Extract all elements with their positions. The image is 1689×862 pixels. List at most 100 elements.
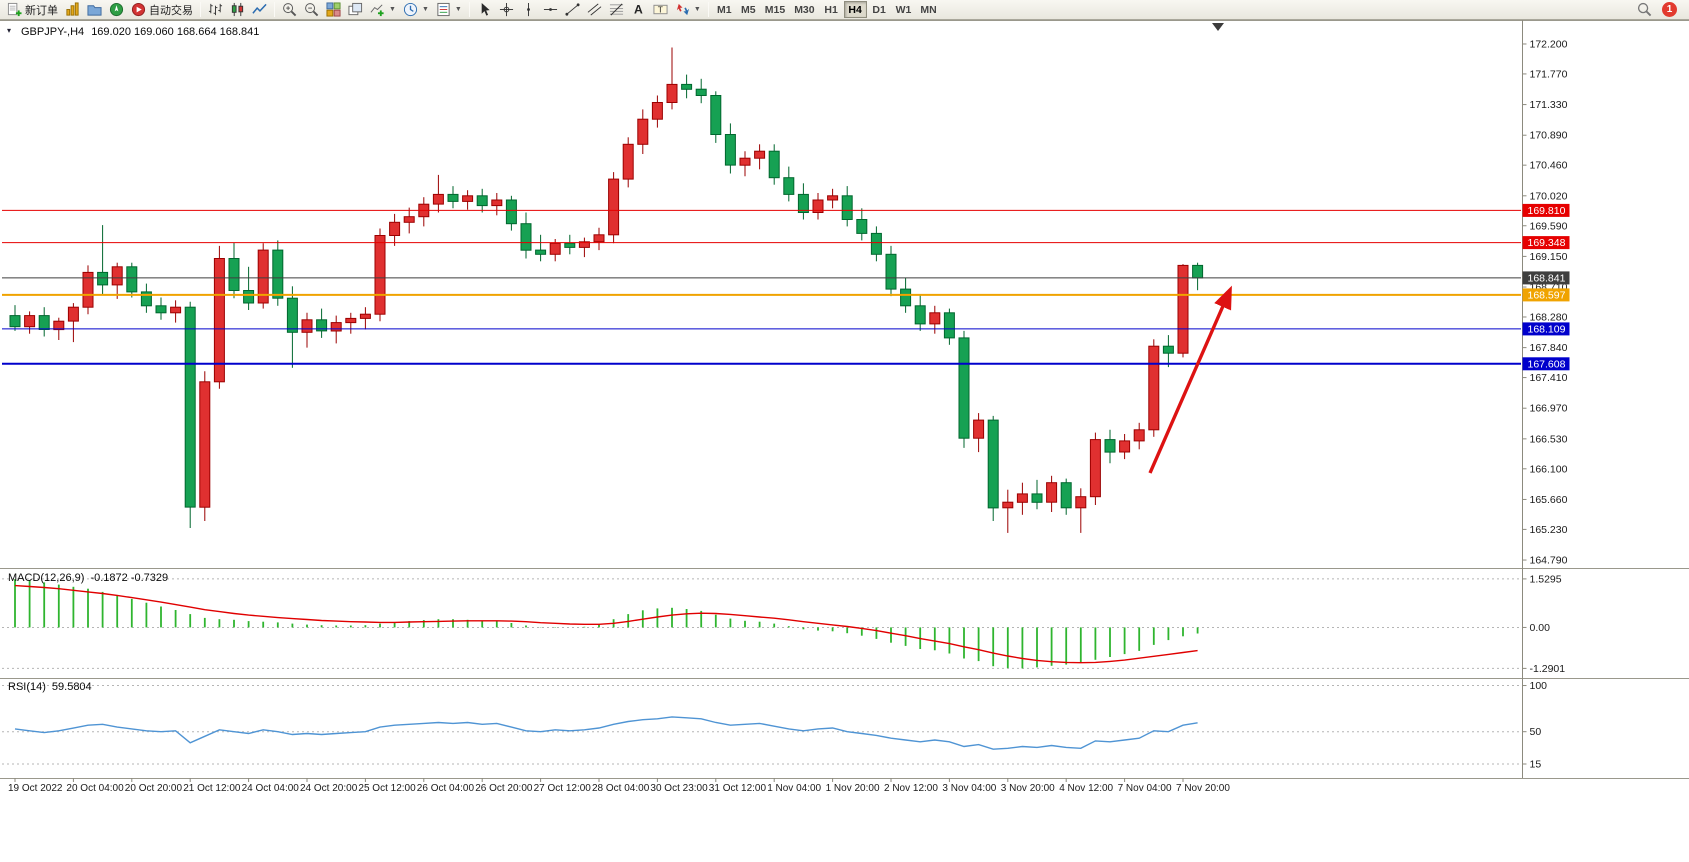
notification-badge[interactable]: 1 <box>1662 2 1677 17</box>
add-chart-icon <box>370 4 384 17</box>
crosshair-button[interactable] <box>496 1 517 19</box>
timeframe-mn-button[interactable]: MN <box>916 1 940 18</box>
price-tick-label: 168.280 <box>1530 311 1568 323</box>
candle-body <box>681 83 693 90</box>
text-label-button[interactable]: T <box>650 1 671 19</box>
zoom-in-button[interactable] <box>279 1 300 19</box>
new-order-button[interactable]: 新订单 <box>4 1 61 19</box>
horizontal-line-icon <box>543 8 557 11</box>
trendline-button[interactable] <box>562 1 583 19</box>
dropdown-caret-icon: ▼ <box>421 6 429 13</box>
price-tick-label: 171.330 <box>1530 99 1568 111</box>
candle-body <box>24 315 36 328</box>
symbol-info: GBPJPY-,H4 169.020 169.060 168.664 168.84… <box>21 26 259 38</box>
candle-chart-button[interactable] <box>227 1 248 19</box>
arrows-icon <box>676 3 689 16</box>
symbol-period-label: GBPJPY-,H4 <box>21 26 85 38</box>
price-tick-label: 165.660 <box>1530 494 1568 506</box>
candle-body <box>651 102 663 120</box>
vertical-line-button[interactable] <box>518 1 539 19</box>
price-tick-label: 166.100 <box>1530 463 1568 475</box>
candle-body <box>797 193 809 213</box>
candle-body <box>520 223 532 251</box>
cascade-button[interactable] <box>345 1 366 19</box>
charts-button[interactable] <box>62 1 83 19</box>
ohlc-values: 169.020 169.060 168.664 168.841 <box>91 26 260 38</box>
time-tick-label: 7 Nov 20:00 <box>1176 783 1230 794</box>
time-tick-label: 31 Oct 12:00 <box>709 783 767 794</box>
search-icon[interactable] <box>1637 2 1652 17</box>
dropdown-caret-icon: ▼ <box>389 6 396 13</box>
navigator-button[interactable] <box>106 1 127 19</box>
svg-text:T: T <box>658 4 663 14</box>
fibonacci-button[interactable] <box>606 1 627 19</box>
time-tick-label: 26 Oct 20:00 <box>475 783 533 794</box>
candle-body <box>345 317 357 324</box>
time-axis[interactable]: 19 Oct 2022 20 Oct 04:00 20 Oct 20:00 21 Oc… <box>8 778 1230 794</box>
candle-body <box>564 242 576 248</box>
timeframe-h1-button[interactable]: H1 <box>820 1 843 18</box>
candle-body <box>447 193 459 202</box>
candle-body <box>213 258 225 383</box>
timeframe-d1-button[interactable]: D1 <box>868 1 891 18</box>
price-tag-label: 168.841 <box>1528 272 1566 284</box>
price-tag-label: 167.608 <box>1528 358 1566 370</box>
timeframe-m5-button[interactable]: M5 <box>737 1 760 18</box>
line-chart-icon <box>252 3 267 14</box>
svg-text:A: A <box>634 3 643 17</box>
candle-body <box>870 232 882 255</box>
vertical-line-icon <box>526 2 530 17</box>
zoom-out-button[interactable] <box>301 1 322 19</box>
arrows-button[interactable]: ▼ <box>672 1 704 19</box>
macd-scale-label: 1.5295 <box>1530 573 1562 585</box>
time-tick-label: 26 Oct 04:00 <box>417 783 475 794</box>
profiles-icon <box>87 5 102 16</box>
add-chart-button[interactable]: ▼ <box>367 1 399 19</box>
timeframe-m15-button[interactable]: M15 <box>761 1 789 18</box>
auto-trading-button[interactable]: 自动交易 <box>128 1 196 19</box>
bar-chart-button[interactable] <box>205 1 226 19</box>
timeframe-h4-button[interactable]: H4 <box>843 1 867 18</box>
auto-trading-icon <box>131 2 146 17</box>
timeframe-m1-button[interactable]: M1 <box>713 1 736 18</box>
candle-body <box>403 216 415 223</box>
candle-body <box>914 305 926 325</box>
candle-body <box>637 118 649 145</box>
periods-button[interactable]: ▼ <box>400 1 432 19</box>
price-tag: 169.810 <box>1522 203 1570 217</box>
candle-body <box>82 271 94 308</box>
tile-windows-button[interactable] <box>323 1 344 19</box>
candle-body <box>666 83 678 104</box>
timeframe-w1-button[interactable]: W1 <box>892 1 916 18</box>
candle-body <box>608 178 620 236</box>
candle-body <box>1031 493 1043 503</box>
toolbar-separator <box>468 2 470 17</box>
candle-body <box>739 157 751 166</box>
dropdown-caret-icon: ▼ <box>693 6 701 13</box>
candle-body <box>140 291 152 307</box>
trend-arrow-annotation[interactable] <box>1148 285 1232 474</box>
candle-body <box>1162 345 1174 354</box>
horizontal-line-button[interactable] <box>540 1 561 19</box>
channel-button[interactable] <box>584 1 605 19</box>
time-tick-label: 30 Oct 23:00 <box>650 783 708 794</box>
time-tick-label: 19 Oct 2022 <box>8 783 63 794</box>
timeframe-m30-button[interactable]: M30 <box>790 1 818 18</box>
time-tick-label: 20 Oct 20:00 <box>125 783 183 794</box>
text-button[interactable]: A <box>628 1 649 19</box>
candle-body <box>812 199 824 213</box>
price-tag-label: 169.348 <box>1528 237 1566 249</box>
templates-button[interactable]: ▼ <box>433 1 465 19</box>
candle-body <box>374 235 386 315</box>
price-axis[interactable]: 172.200 171.770 171.330 170.890 170.460 170.0… <box>1522 20 1568 778</box>
profiles-button[interactable] <box>84 1 105 19</box>
candle-body <box>462 195 474 202</box>
chart-shift-marker-icon[interactable] <box>1212 23 1224 31</box>
cursor-button[interactable] <box>474 1 495 19</box>
candle-body <box>695 88 707 96</box>
price-tag: 167.608 <box>1522 357 1570 371</box>
price-tag-label: 168.109 <box>1528 323 1566 335</box>
line-chart-button[interactable] <box>249 1 270 19</box>
chart-collapse-caret[interactable]: ▾ <box>7 26 12 35</box>
